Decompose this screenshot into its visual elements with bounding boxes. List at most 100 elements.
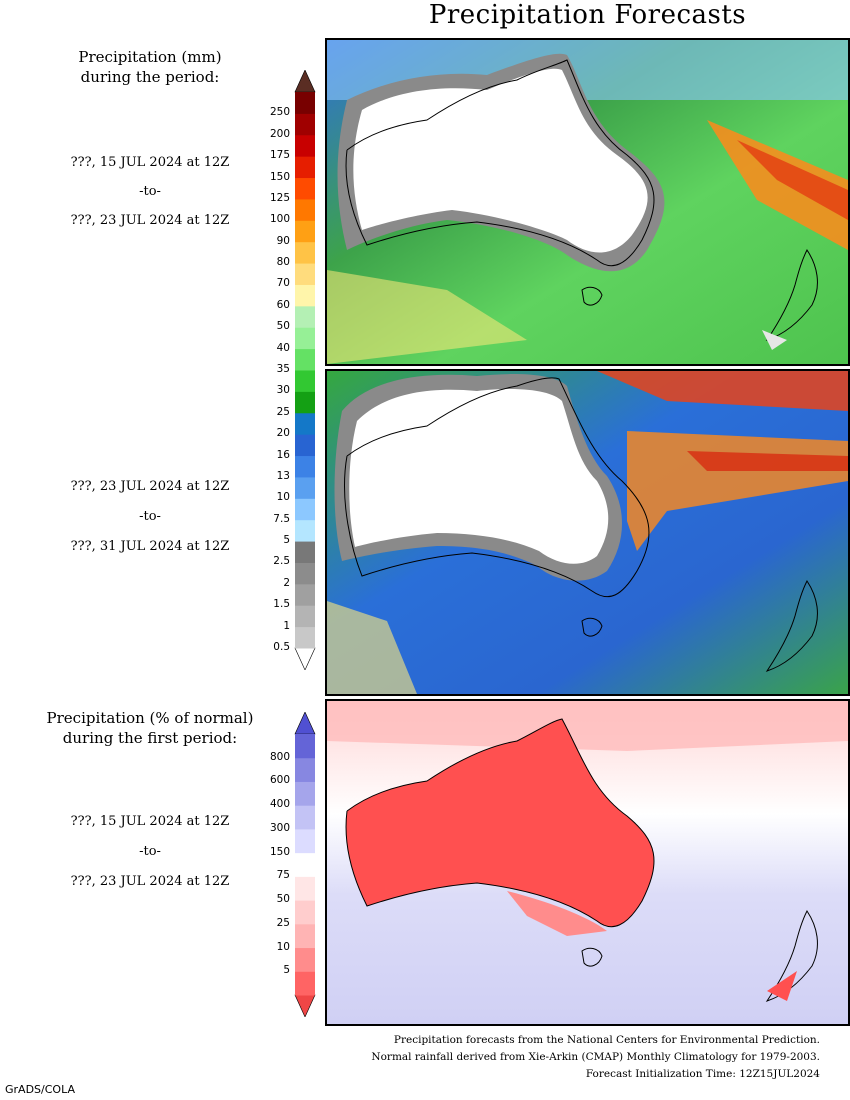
precip-peak (687, 451, 848, 471)
period1-end: ???, 23 JUL 2024 at 12Z (70, 213, 230, 228)
credit: GrADS/COLA (5, 1083, 75, 1096)
map-period1 (327, 40, 848, 364)
colorbar-segment (295, 348, 315, 371)
colorbar-tick-label: 200 (269, 127, 290, 140)
colorbar-tick-label: 40 (276, 341, 290, 354)
australia-coastline (345, 59, 655, 267)
colorbar-segment (295, 805, 315, 830)
colorbar-segment (295, 626, 315, 649)
colorbar-segment (295, 327, 315, 350)
colorbar-segment (295, 198, 315, 221)
colorbar-segment (295, 177, 315, 200)
colorbar-segment (295, 757, 315, 782)
colorbar-segment (295, 284, 315, 307)
nz-below-normal (767, 971, 797, 1001)
colorbar-tick-label: 150 (269, 845, 290, 858)
colorbar-tick-label: 10 (276, 491, 290, 504)
colorbar-tick-label: 2 (283, 576, 290, 589)
colorbar-segment (295, 412, 315, 435)
map-percent-normal (327, 701, 848, 1024)
nz-dry-patch (762, 330, 787, 350)
australia-dry-core (353, 68, 648, 253)
colorbar-tick-label: 1.5 (273, 598, 290, 611)
colorbar-tick-label: 150 (269, 170, 290, 183)
australia-dry-core (349, 389, 609, 564)
period3-to: -to- (139, 844, 161, 859)
colorbar-segment (295, 519, 315, 542)
amount-legend-header-line1: Precipitation (mm) (78, 48, 222, 66)
colorbar-tick-label: 13 (276, 469, 290, 482)
colorbar-segment (295, 113, 315, 136)
colorbar-tick-label: 70 (276, 277, 290, 290)
colorbar-high-arrow (294, 711, 316, 735)
colorbar-tick-label: 2.5 (273, 555, 290, 568)
period2-start: ???, 23 JUL 2024 at 12Z (70, 479, 230, 494)
colorbar-tick-label: 16 (276, 448, 290, 461)
colorbar-graphic (294, 69, 316, 671)
colorbar-segment (295, 220, 315, 243)
tasmania-coastline (581, 947, 603, 967)
precip-max-north (597, 371, 848, 411)
colorbar-segment (295, 305, 315, 328)
period3-start: ???, 15 JUL 2024 at 12Z (70, 814, 230, 829)
colorbar-graphic (294, 711, 316, 1018)
precip-max-tasman (707, 120, 848, 250)
colorbar-segment (295, 947, 315, 972)
below-normal-north (327, 701, 848, 751)
new-zealand-coastline (765, 580, 818, 672)
colorbar-tick-label: 7.5 (273, 512, 290, 525)
percent-legend-header: Precipitation (% of normal) during the f… (30, 708, 270, 748)
percent-legend-header-line1: Precipitation (% of normal) (46, 709, 254, 727)
precip-peak (737, 140, 848, 220)
colorbar-tick-label: 60 (276, 298, 290, 311)
colorbar-segment (295, 498, 315, 521)
colorbar-segment (295, 562, 315, 585)
map-panel-percent-normal (325, 699, 850, 1026)
colorbar-segment (295, 156, 315, 179)
colorbar-segment (295, 370, 315, 392)
amount-legend-header-line2: during the period: (80, 68, 220, 86)
colorbar-tick-label: 30 (276, 384, 290, 397)
colorbar-segment (295, 583, 315, 606)
colorbar-low-arrow (294, 994, 316, 1018)
colorbar-segment (295, 134, 315, 157)
tasmania-coastline (581, 286, 603, 306)
precip-low-south (327, 270, 527, 364)
colorbar-tick-label: 125 (269, 191, 290, 204)
colorbar-low-arrow (294, 647, 316, 671)
colorbar-segment (295, 923, 315, 949)
page-title: Precipitation Forecasts (428, 0, 747, 30)
period2-end: ???, 31 JUL 2024 at 12Z (70, 539, 230, 554)
colorbar-tick-label: 50 (276, 893, 290, 906)
colorbar-tick-label: 1 (283, 619, 290, 632)
colorbar-segment (295, 455, 315, 478)
colorbar-segment (295, 391, 315, 414)
footer-line1: Precipitation forecasts from the Nationa… (393, 1034, 820, 1046)
colorbar-tick-label: 300 (269, 821, 290, 834)
colorbar-tick-label: 25 (276, 405, 290, 418)
colorbar-tick-label: 100 (269, 213, 290, 226)
colorbar-segment (295, 92, 315, 114)
footer-line2: Normal rainfall derived from Xie-Arkin (… (371, 1051, 820, 1063)
new-zealand-coastline (765, 910, 818, 1002)
colorbar-tick-label: 400 (269, 798, 290, 811)
colorbar-segment (295, 241, 315, 264)
colorbar-segment (295, 900, 315, 925)
map-period2 (327, 371, 848, 694)
colorbar-tick-label: 75 (276, 869, 290, 882)
colorbar-tick-label: 5 (283, 534, 290, 547)
australia-coastline (344, 377, 650, 598)
colorbar-segment (295, 734, 315, 759)
period1-start: ???, 15 JUL 2024 at 12Z (70, 155, 230, 170)
percent-colorbar: 5 10 25 50 75 150 300 400 600 800 (250, 711, 330, 1018)
colorbar-tick-label: 600 (269, 774, 290, 787)
colorbar-tick-label: 250 (269, 106, 290, 119)
colorbar-tick-label: 5 (283, 964, 290, 977)
amount-colorbar: 0.5 1 1.5 2 2.5 5 7.5 10 13 16 20 25 30 35 40 50 60 70 80 9… (250, 69, 330, 671)
colorbar-segment (295, 828, 315, 854)
period3-end: ???, 23 JUL 2024 at 12Z (70, 874, 230, 889)
colorbar-tick-label: 10 (276, 940, 290, 953)
colorbar-tick-label: 800 (269, 750, 290, 763)
colorbar-tick-label: 80 (276, 256, 290, 269)
tasmania-coastline (581, 617, 603, 637)
